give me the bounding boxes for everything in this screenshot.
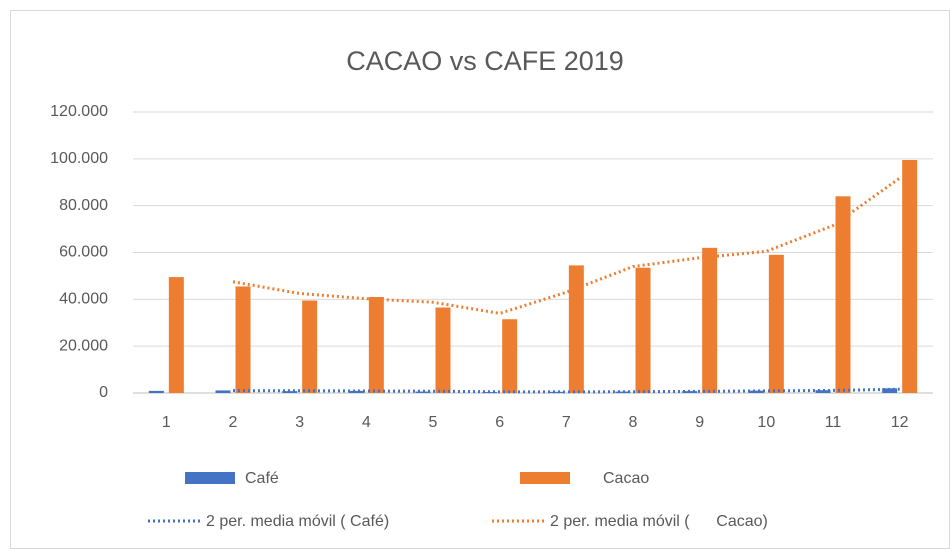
bar — [902, 160, 918, 393]
x-tick-label: 8 — [629, 414, 638, 431]
y-tick-label: 20.000 — [59, 337, 108, 354]
x-tick-label: 10 — [757, 414, 775, 431]
bar — [548, 391, 564, 393]
legend-swatch — [185, 472, 235, 484]
chart-frame — [10, 10, 950, 549]
bar — [835, 196, 851, 393]
x-tick-label: 4 — [362, 414, 371, 431]
bar — [348, 390, 364, 393]
x-tick-label: 3 — [295, 414, 304, 431]
bar — [302, 300, 318, 393]
legend-label: 2 per. media móvil ( Cacao) — [550, 513, 768, 530]
y-tick-label: 100.000 — [50, 150, 108, 167]
y-tick-label: 40.000 — [59, 291, 108, 308]
bar — [635, 267, 651, 393]
x-tick-label: 7 — [562, 414, 571, 431]
bar — [368, 296, 384, 393]
x-tick-label: 2 — [229, 414, 238, 431]
y-tick-label: 60.000 — [59, 244, 108, 261]
x-tick-label: 12 — [891, 414, 909, 431]
y-tick-label: 80.000 — [59, 197, 108, 214]
chart-title: CACAO vs CAFE 2019 — [346, 46, 624, 76]
bar — [148, 390, 164, 393]
bar — [168, 277, 184, 393]
x-tick-label: 5 — [429, 414, 438, 431]
bar — [435, 307, 451, 393]
bar — [235, 286, 251, 393]
y-tick-label: 0 — [99, 384, 108, 401]
bar — [768, 254, 784, 393]
y-tick-label: 120.000 — [50, 103, 108, 120]
x-tick-label: 6 — [495, 414, 504, 431]
x-tick-label: 11 — [825, 414, 842, 431]
x-tick-label: 9 — [695, 414, 704, 431]
legend-label: Café — [245, 470, 279, 487]
x-tick-label: 1 — [162, 414, 171, 431]
bar — [568, 265, 584, 393]
bar — [215, 390, 231, 393]
bar — [702, 247, 718, 393]
bar — [748, 390, 764, 393]
legend-label: Cacao — [603, 470, 649, 487]
legend-swatch — [520, 472, 570, 484]
legend-label: 2 per. media móvil ( Café) — [206, 513, 389, 530]
trendline — [232, 387, 900, 394]
bar — [502, 319, 518, 393]
